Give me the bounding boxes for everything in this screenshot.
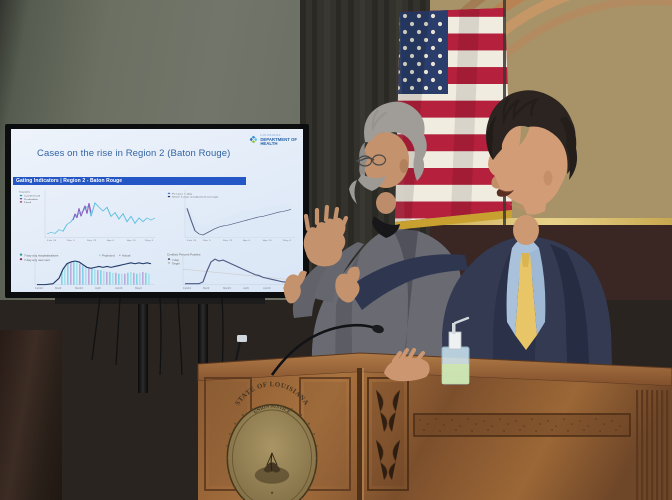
svg-text:★: ★ bbox=[270, 491, 274, 495]
